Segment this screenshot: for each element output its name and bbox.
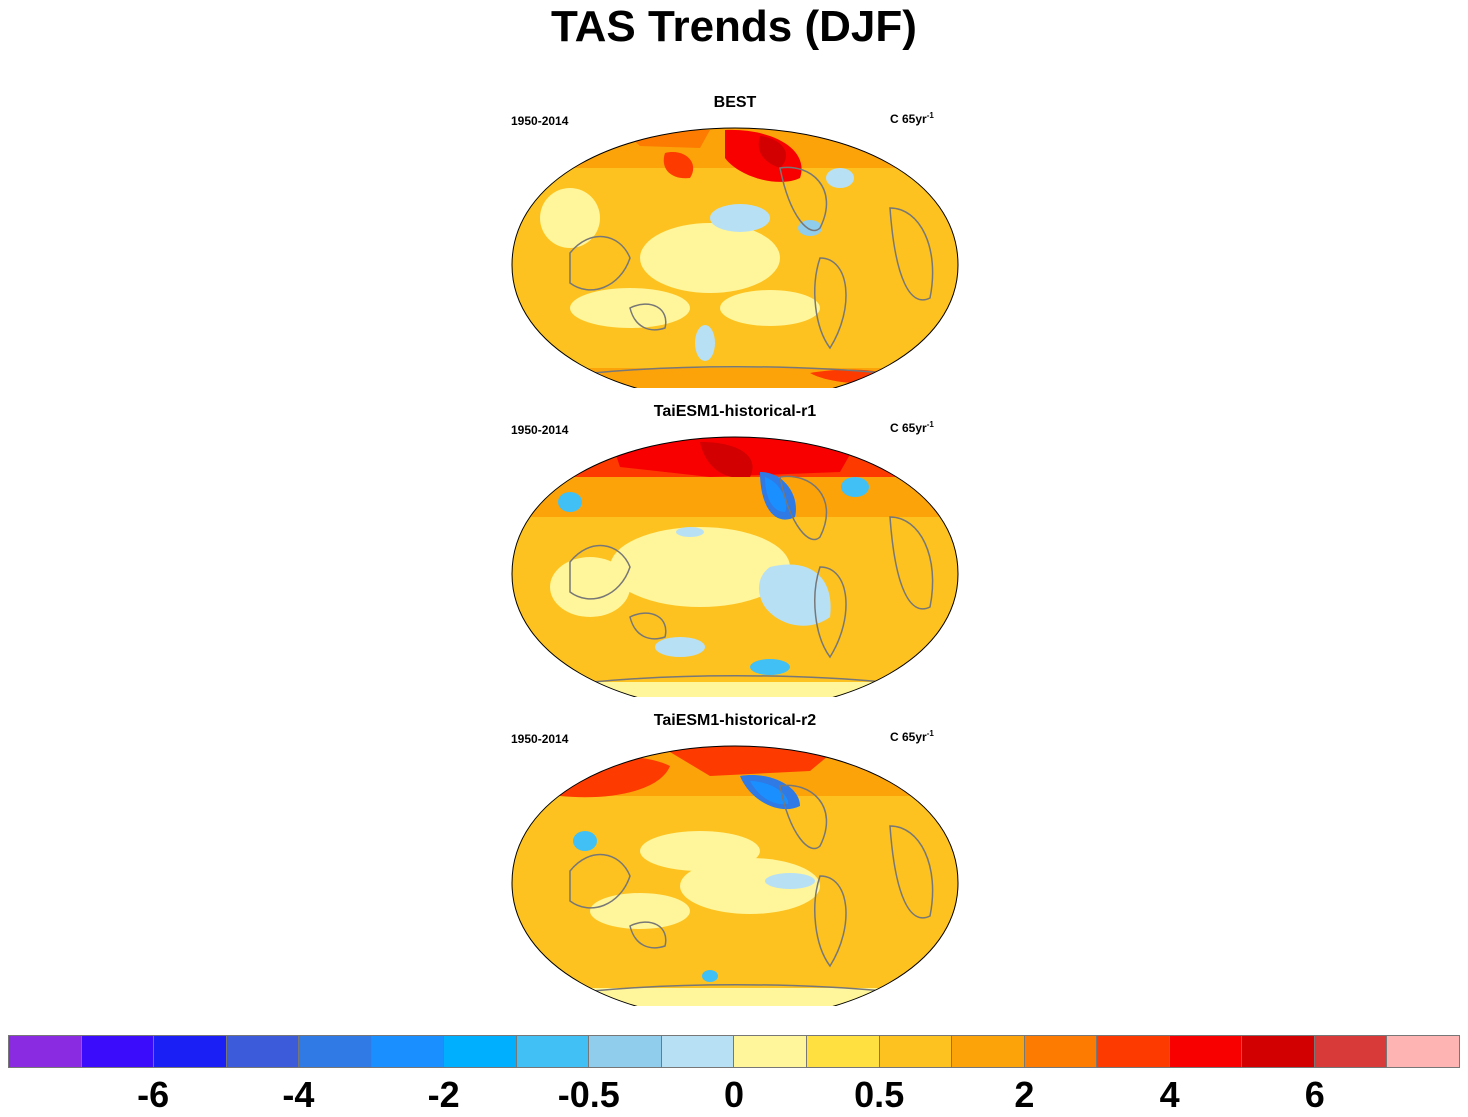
world-map xyxy=(511,127,959,388)
figure-title: TAS Trends (DJF) xyxy=(551,2,917,51)
colorbar-box xyxy=(371,1036,445,1067)
map-panel-best: BEST 1950-2014 C 65yr-1 xyxy=(500,94,970,394)
colorbar-box xyxy=(734,1036,808,1067)
colorbar-box xyxy=(226,1036,300,1067)
colorbar-box xyxy=(879,1036,953,1067)
colorbar xyxy=(8,1035,1460,1068)
colorbar-tick-label: 0.5 xyxy=(854,1074,905,1115)
colorbar-tick-label: 0 xyxy=(723,1074,745,1115)
world-map xyxy=(511,436,959,697)
colorbar-box xyxy=(81,1036,155,1067)
colorbar-box xyxy=(661,1036,735,1067)
colorbar-tick-label: -6 xyxy=(137,1074,170,1115)
panel-title: BEST xyxy=(713,94,757,111)
units-label: C 65yr-1 xyxy=(890,111,934,126)
colorbar-tick-label: 2 xyxy=(1014,1074,1035,1115)
colorbar-box xyxy=(589,1036,662,1067)
map-panel-r1: TaiESM1-historical-r1 1950-2014 C 65yr-1 xyxy=(500,403,970,703)
colorbar-box xyxy=(807,1036,880,1067)
colorbar-tick-label: 4 xyxy=(1159,1074,1180,1115)
colorbar-box xyxy=(1387,1036,1459,1067)
period-label: 1950-2014 xyxy=(511,732,569,746)
colorbar-tick-label: -4 xyxy=(282,1074,315,1115)
colorbar-box xyxy=(9,1036,82,1067)
map-panel-r2: TaiESM1-historical-r2 1950-2014 C 65yr-1 xyxy=(500,712,970,1012)
world-map xyxy=(511,745,959,1006)
units-label: C 65yr-1 xyxy=(890,729,934,744)
colorbar-box xyxy=(1097,1036,1170,1067)
colorbar-labels: -6 -4 -2 -0.5 0 0.5 2 4 6 xyxy=(0,1074,1468,1115)
panel-title: TaiESM1-historical-r1 xyxy=(653,403,817,420)
colorbar-box xyxy=(516,1036,590,1067)
colorbar-box xyxy=(1242,1036,1315,1067)
colorbar-box xyxy=(952,1036,1025,1067)
colorbar-tick-label: -2 xyxy=(427,1074,460,1115)
colorbar-box xyxy=(1314,1036,1388,1067)
colorbar-box xyxy=(154,1036,227,1067)
panel-title: TaiESM1-historical-r2 xyxy=(653,712,817,729)
period-label: 1950-2014 xyxy=(511,423,569,437)
colorbar-box xyxy=(1024,1036,1098,1067)
colorbar-tick-label: -0.5 xyxy=(557,1074,620,1115)
period-label: 1950-2014 xyxy=(511,114,569,128)
colorbar-box xyxy=(299,1036,372,1067)
colorbar-tick-label: 6 xyxy=(1304,1074,1325,1115)
units-label: C 65yr-1 xyxy=(890,420,934,435)
colorbar-box xyxy=(444,1036,517,1067)
colorbar-box xyxy=(1169,1036,1243,1067)
